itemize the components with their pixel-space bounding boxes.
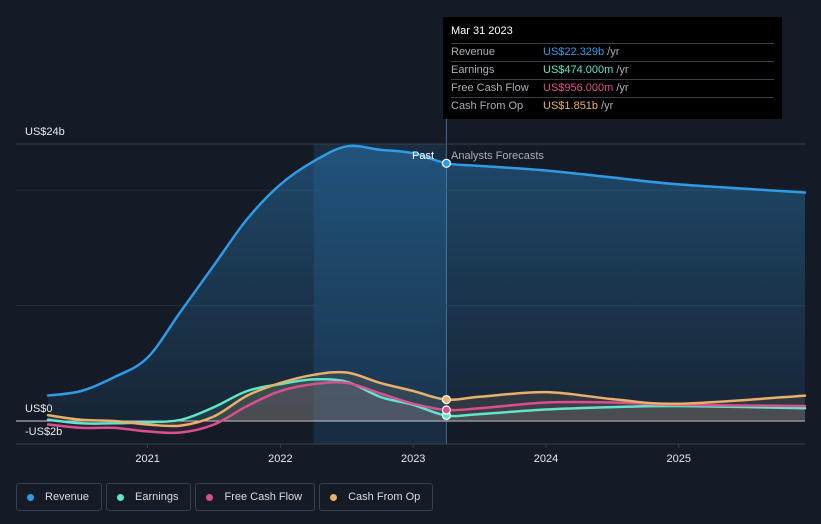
tooltip-label: Revenue [451, 46, 496, 58]
tooltip-value: US$1.851b [543, 100, 599, 112]
legend-label: Revenue [45, 491, 90, 503]
tooltip-unit: /yr [616, 64, 629, 76]
legend-item-cash-from-op[interactable]: Cash From Op [319, 483, 434, 511]
y-tick-label-zero: US$0 [25, 403, 53, 415]
series-line-earnings [46, 377, 807, 425]
legend-dot-icon [330, 493, 338, 501]
forecast-label: Analysts Forecasts [451, 150, 544, 162]
tooltip-value: US$474.000m [543, 64, 614, 76]
tooltip-label: Cash From Op [451, 100, 524, 112]
x-tick-label: 2024 [534, 453, 558, 465]
legend-item-revenue[interactable]: Revenue [16, 483, 103, 511]
x-tick-label: 2023 [401, 453, 425, 465]
tooltip-value: US$22.329b [543, 46, 605, 58]
tooltip-row-free-cash-flow: Free Cash Flow US$956.000m /yr [451, 80, 774, 98]
tooltip-unit: /yr [607, 46, 620, 58]
tooltip-row-cash-from-op: Cash From Op US$1.851b /yr [451, 98, 774, 115]
tooltip-label: Earnings [451, 64, 495, 76]
series-line-cash-from-op [46, 370, 807, 428]
legend-dot-icon [206, 493, 214, 501]
x-tick-label: 2025 [667, 453, 691, 465]
legend-label: Cash From Op [348, 491, 421, 503]
tooltip: Mar 31 2023 Revenue US$22.329b /yr Earni… [443, 17, 782, 119]
legend-item-free-cash-flow[interactable]: Free Cash Flow [195, 483, 316, 511]
series-marker [441, 405, 451, 415]
x-tick-label: 2021 [135, 453, 159, 465]
y-tick-label-bottom: -US$2b [25, 426, 63, 438]
legend-dot-icon [117, 493, 125, 501]
series-marker [441, 158, 451, 168]
legend-label: Earnings [135, 491, 179, 503]
revenue-area [48, 145, 805, 421]
tooltip-date: Mar 31 2023 [451, 24, 774, 44]
tooltip-row-revenue: Revenue US$22.329b /yr [451, 44, 774, 62]
y-tick-label-top: US$24b [25, 126, 65, 138]
series-line-free-cash-flow [46, 381, 807, 435]
series-line-revenue [46, 144, 807, 397]
tooltip-row-earnings: Earnings US$474.000m /yr [451, 62, 774, 80]
series-marker [441, 395, 451, 405]
x-tick-label: 2022 [268, 453, 292, 465]
legend-dot-icon [27, 493, 34, 501]
legend-label: Free Cash Flow [224, 491, 303, 503]
tooltip-label: Free Cash Flow [451, 82, 529, 94]
past-label: Past [412, 150, 435, 162]
tooltip-value: US$956.000m [543, 82, 614, 94]
tooltip-unit: /yr [601, 100, 614, 112]
legend-item-earnings[interactable]: Earnings [106, 483, 192, 511]
legend: Revenue Earnings Free Cash Flow Cash Fro… [16, 483, 434, 511]
tooltip-unit: /yr [616, 82, 629, 94]
